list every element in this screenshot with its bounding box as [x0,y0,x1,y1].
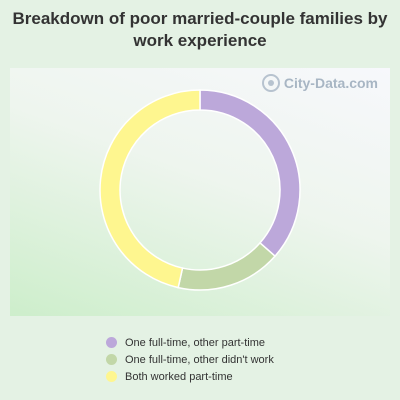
donut-slice [99,89,201,289]
donut-slice [199,89,301,258]
legend-label: One full-time, other didn't work [125,353,274,366]
plot-area: City-Data.com [10,68,390,316]
legend-swatch [106,337,117,348]
watermark-text: City-Data.com [283,75,378,91]
legend-swatch [106,371,117,382]
legend-swatch [106,354,117,365]
chart-title: Breakdown of poor married-couple familie… [12,9,388,50]
legend-label: Both worked part-time [125,370,233,383]
donut-slice [177,241,277,291]
search-icon [261,74,280,92]
donut-chart [99,89,301,291]
legend: One full-time, other part-time One full-t… [106,334,274,385]
legend-item: One full-time, other part-time [106,334,274,351]
watermark: City-Data.com [261,74,378,92]
legend-label: One full-time, other part-time [125,336,265,349]
legend-item: Both worked part-time [106,368,274,385]
legend-item: One full-time, other didn't work [106,351,274,368]
